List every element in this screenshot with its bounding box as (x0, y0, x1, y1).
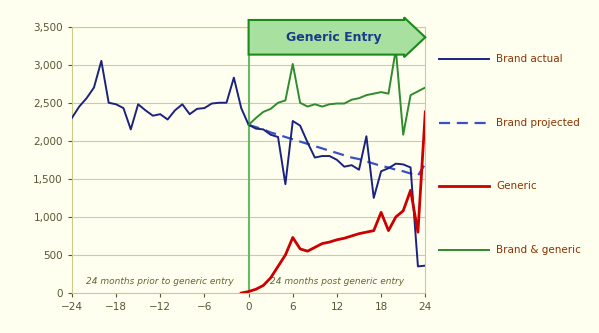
Text: Brand & generic: Brand & generic (496, 245, 581, 255)
Text: Generic: Generic (496, 181, 537, 191)
Text: Brand projected: Brand projected (496, 118, 580, 128)
Text: 24 months prior to generic entry: 24 months prior to generic entry (86, 277, 234, 286)
FancyArrow shape (249, 17, 425, 57)
Text: Generic Entry: Generic Entry (286, 31, 381, 44)
Text: Brand actual: Brand actual (496, 54, 562, 64)
Text: 24 months post generic entry: 24 months post generic entry (270, 277, 404, 286)
